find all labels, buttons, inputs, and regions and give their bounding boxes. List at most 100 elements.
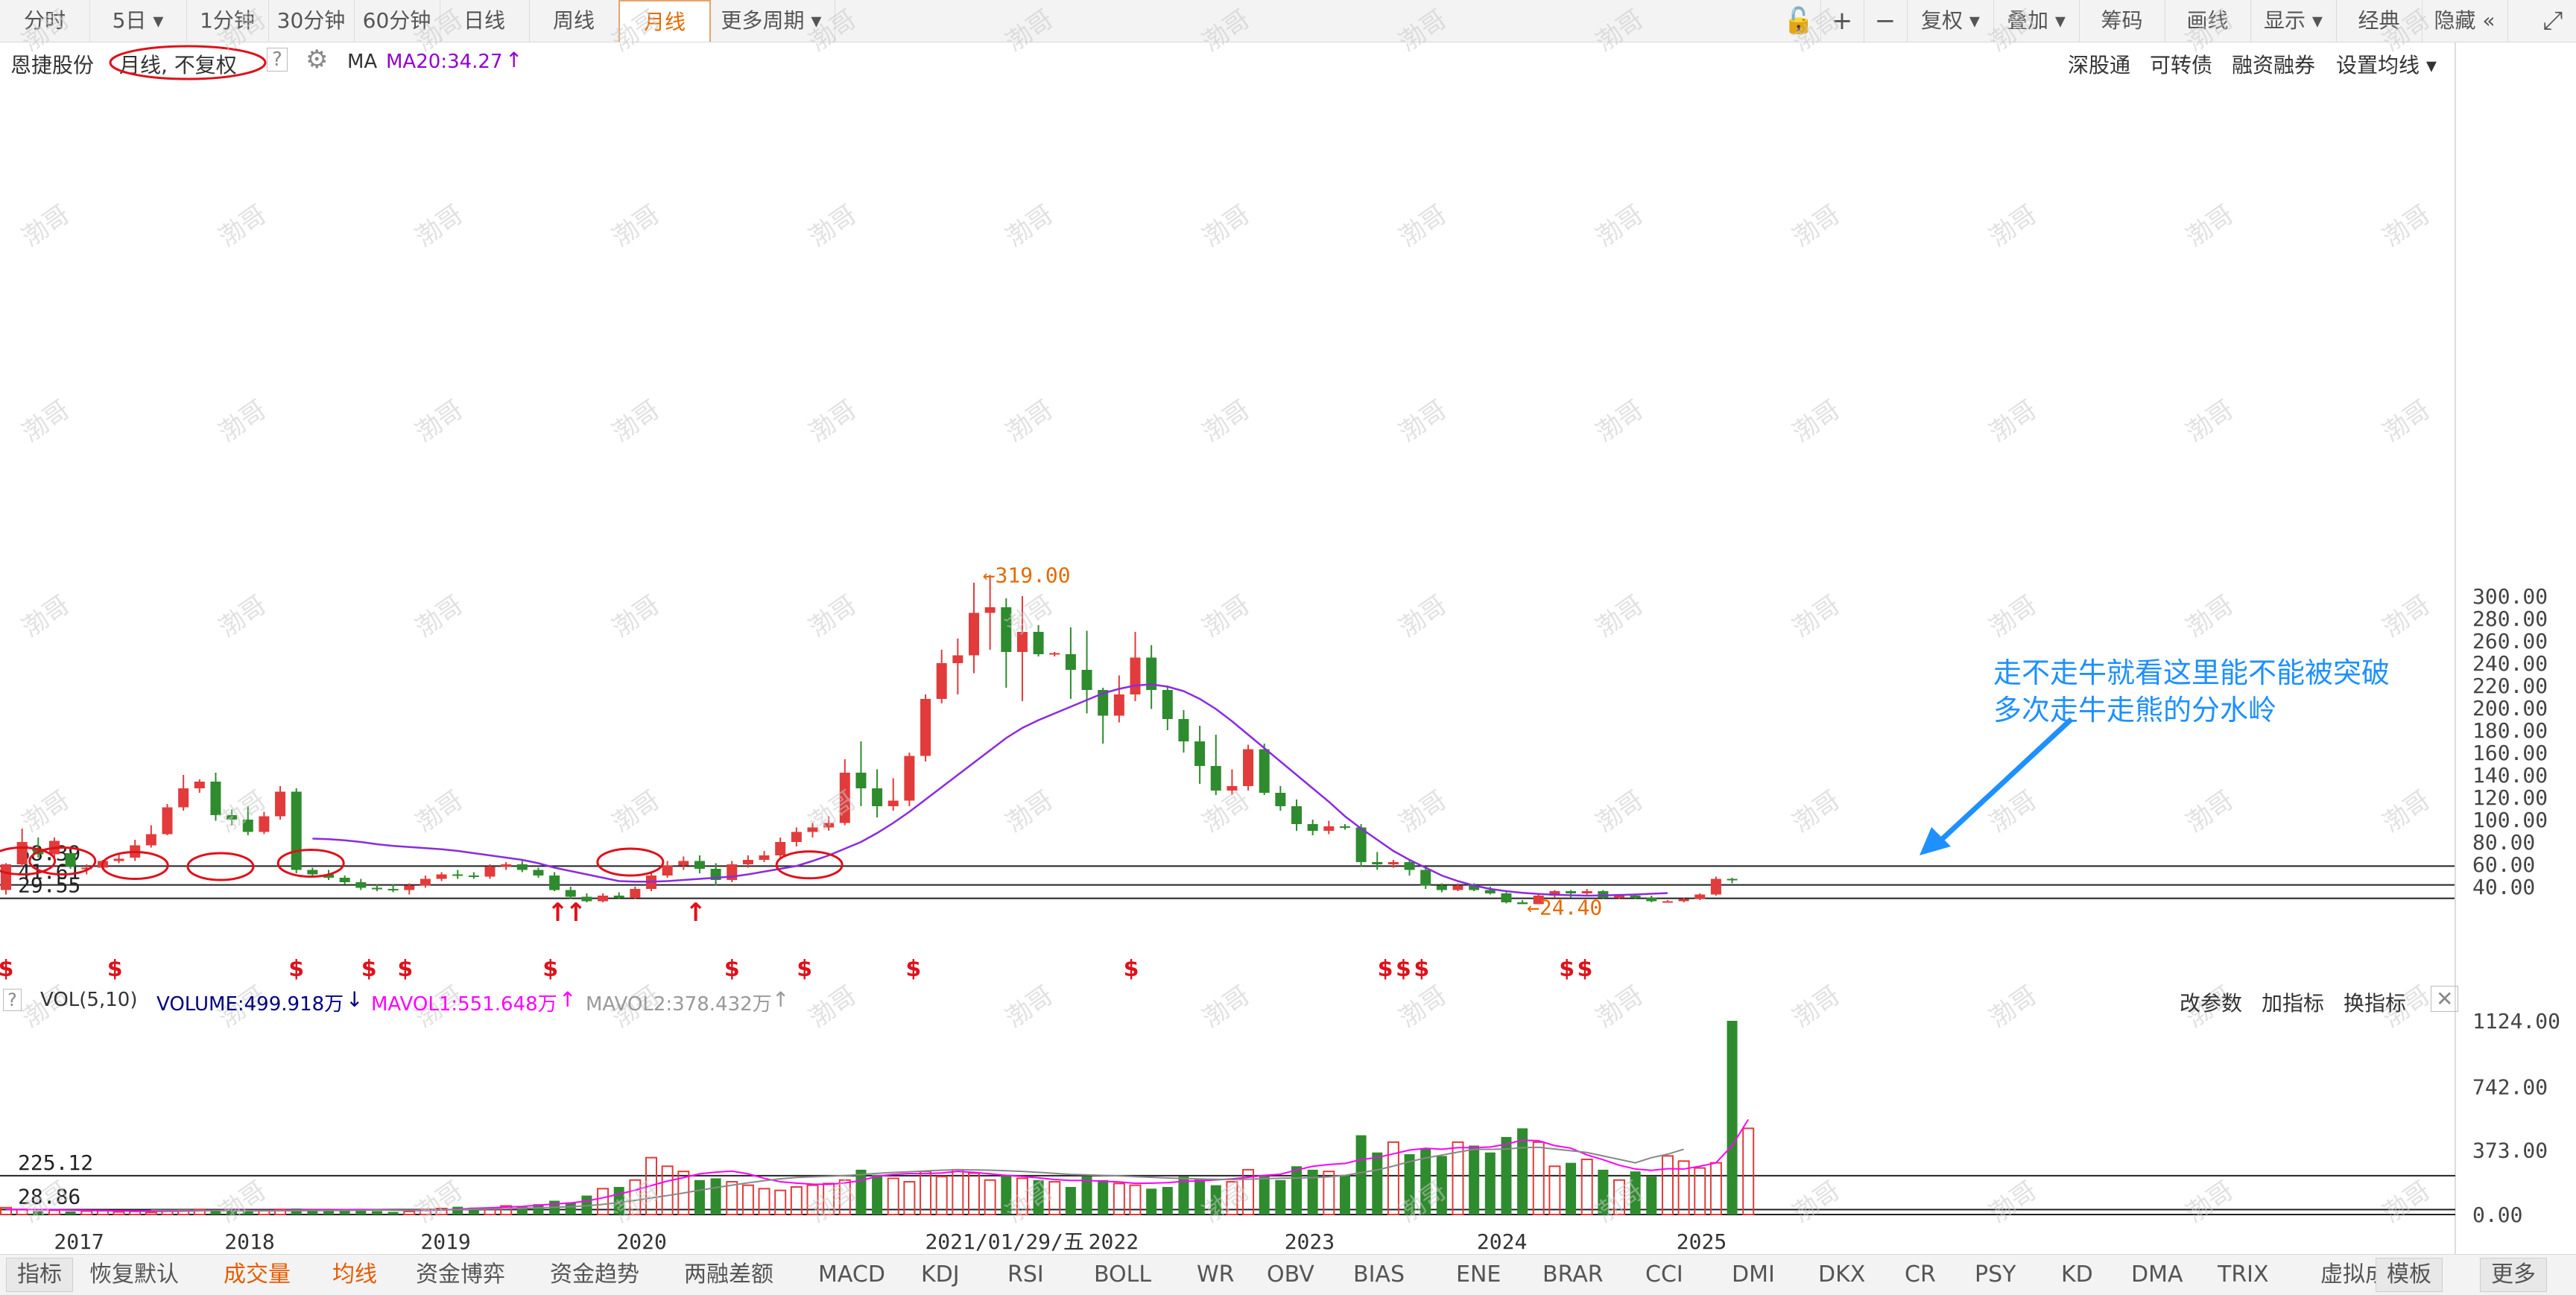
link-shenguton[interactable]: 深股通 xyxy=(2068,53,2131,77)
toolbar-button-1[interactable]: 叠加 ▾ xyxy=(1993,0,2080,42)
candle-body xyxy=(1001,607,1012,652)
indicator-tab-15[interactable]: BRAR xyxy=(1542,1261,1604,1288)
volume-bar xyxy=(1098,1180,1109,1215)
tab-period-2[interactable]: 1分钟 xyxy=(186,0,269,42)
indicator-tab-1[interactable]: 恢复默认 xyxy=(89,1261,179,1288)
indicator-tab-19[interactable]: CR xyxy=(1905,1261,1936,1288)
volume-help-icon[interactable]: ? xyxy=(3,989,22,1011)
link-margin-trading[interactable]: 融资融券 xyxy=(2232,53,2316,77)
tab-period-0[interactable]: 分时 xyxy=(0,0,90,42)
candle xyxy=(387,884,399,893)
period-label[interactable]: 月线, 不复权 xyxy=(119,53,237,77)
candle xyxy=(210,773,221,821)
minus-icon[interactable]: − xyxy=(1864,0,1908,42)
toolbar-button-3[interactable]: 画线 xyxy=(2165,0,2251,42)
indicator-tab-3[interactable]: 均线 xyxy=(332,1261,377,1288)
candle xyxy=(1259,744,1270,795)
x-axis-label: 2019 xyxy=(420,1229,470,1254)
link-convertible-bond[interactable]: 可转债 xyxy=(2150,53,2213,77)
candle xyxy=(1210,735,1221,795)
indicator-tab-0[interactable]: 指标 xyxy=(6,1258,73,1292)
indicator-tab-22[interactable]: DMA xyxy=(2131,1261,2183,1288)
candle-body xyxy=(1694,894,1706,899)
add-indicator-link[interactable]: 加指标 xyxy=(2262,991,2325,1016)
indicator-tab-13[interactable]: BIAS xyxy=(1353,1261,1405,1288)
watermark-text: 渤哥 xyxy=(213,590,272,644)
candle-body xyxy=(791,832,802,842)
volume-bar xyxy=(452,1206,463,1215)
volume-bar xyxy=(903,1181,916,1215)
set-ma-button[interactable]: 设置均线 ▾ xyxy=(2336,53,2437,77)
indicator-tab-9[interactable]: RSI xyxy=(1007,1261,1044,1288)
volume-bar xyxy=(242,1211,253,1215)
candle xyxy=(145,825,156,848)
indicator-tab-23[interactable]: TRIX xyxy=(2218,1261,2269,1288)
candle-body xyxy=(1387,862,1399,864)
toolbar-button-0[interactable]: 复权 ▾ xyxy=(1908,0,1994,42)
indicator-tab-20[interactable]: PSY xyxy=(1975,1261,2016,1288)
tab-period-4[interactable]: 60分钟 xyxy=(354,0,440,42)
volume-bar xyxy=(1580,1158,1593,1215)
volume-bar xyxy=(1742,1127,1755,1216)
indicator-tab-17[interactable]: DMI xyxy=(1732,1261,1775,1288)
close-volume-icon[interactable]: ✕ xyxy=(2431,986,2459,1012)
toolbar-button-2[interactable]: 筹码 xyxy=(2079,0,2165,42)
indicator-tab-6[interactable]: 两融差额 xyxy=(684,1261,773,1288)
watermark-text: 渤哥 xyxy=(410,785,469,839)
candle xyxy=(259,811,270,835)
indicator-tab-4[interactable]: 资金博弈 xyxy=(416,1261,505,1288)
indicator-tab-2[interactable]: 成交量 xyxy=(224,1261,291,1288)
indicator-tab-11[interactable]: WR xyxy=(1197,1261,1235,1288)
volume-bar xyxy=(516,1206,528,1215)
candle xyxy=(1275,786,1286,811)
candle-body xyxy=(920,699,931,756)
indicator-tab-16[interactable]: CCI xyxy=(1645,1261,1683,1288)
volume-bar xyxy=(1613,1179,1625,1216)
indicator-tab-25[interactable]: 更多 xyxy=(2480,1258,2547,1292)
tab-period-8[interactable]: 更多周期 ▾ xyxy=(708,0,835,42)
indicator-tab-10[interactable]: BOLL xyxy=(1094,1261,1152,1288)
edit-params-link[interactable]: 改参数 xyxy=(2180,991,2243,1016)
tab-period-5[interactable]: 日线 xyxy=(440,0,530,42)
indicator-tab-14[interactable]: ENE xyxy=(1456,1261,1501,1288)
switch-indicator-link[interactable]: 换指标 xyxy=(2344,991,2407,1016)
tab-period-7[interactable]: 月线 xyxy=(618,0,711,42)
candle xyxy=(1323,820,1335,835)
indicator-tab-26[interactable]: 模板 xyxy=(2376,1258,2443,1292)
tab-period-3[interactable]: 30分钟 xyxy=(268,0,355,42)
lock-icon[interactable]: 🔓 xyxy=(1777,0,1821,42)
tab-period-6[interactable]: 周线 xyxy=(529,0,619,42)
signal-marker: $ xyxy=(1378,956,1393,982)
toolbar-button-4[interactable]: 显示 ▾ xyxy=(2250,0,2337,42)
indicator-tab-21[interactable]: KD xyxy=(2061,1261,2093,1288)
candle-body xyxy=(1275,793,1286,806)
mavol1-value: MAVOL1:551.648万 xyxy=(371,993,557,1016)
signal-marker: $ xyxy=(1559,956,1575,982)
plus-icon[interactable]: + xyxy=(1820,0,1864,42)
candle xyxy=(630,887,641,899)
toolbar-button-5[interactable]: 经典 xyxy=(2336,0,2422,42)
help-icon[interactable]: ? xyxy=(267,48,288,72)
watermark-text: 渤哥 xyxy=(410,590,469,644)
indicator-tab-12[interactable]: OBV xyxy=(1267,1261,1314,1288)
volume-bar xyxy=(597,1188,610,1215)
candle xyxy=(1,863,11,895)
indicator-tab-18[interactable]: DKX xyxy=(1818,1261,1866,1288)
price-tick-label: 280.00 xyxy=(2472,607,2548,631)
toolbar-button-6[interactable]: 隐藏 « xyxy=(2422,0,2508,42)
candle-body xyxy=(259,816,270,832)
candle xyxy=(1678,898,1689,902)
indicator-tab-8[interactable]: KDJ xyxy=(921,1261,960,1288)
indicator-tab-7[interactable]: MACD xyxy=(818,1261,885,1288)
tab-period-1[interactable]: 5日 ▾ xyxy=(89,0,187,42)
candle-body xyxy=(1307,824,1318,831)
volume-info-bar: ? VOL(5,10) VOLUME:499.918万 ↓ MAVOL1:551… xyxy=(0,986,2459,1016)
indicator-tab-5[interactable]: 资金趋势 xyxy=(550,1261,639,1288)
candle xyxy=(1146,645,1157,709)
settings-gear-icon[interactable]: ⚙ xyxy=(306,45,329,75)
candle-body xyxy=(1,864,11,890)
candle xyxy=(371,884,382,891)
volume-bar xyxy=(403,1210,416,1216)
expand-icon[interactable]: ⤢ xyxy=(2530,0,2576,42)
volume-bar xyxy=(1677,1160,1690,1216)
